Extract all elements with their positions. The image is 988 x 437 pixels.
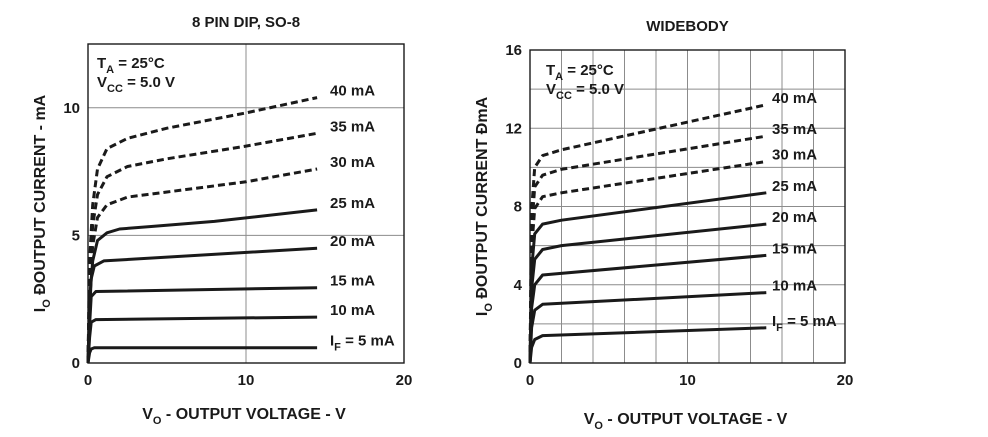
series-label: IF = 5 mA xyxy=(330,333,395,354)
y-tick-label: 12 xyxy=(505,120,522,137)
chart-8pin-dip-so8: 8 PIN DIP, SO-8 0 10 20 0 5 10 VO - OUTPUT VOLT… xyxy=(32,14,412,427)
series-line xyxy=(86,208,318,364)
x-tick-label: 10 xyxy=(238,372,255,389)
y-tick-label: 0 xyxy=(72,355,80,372)
plot-frame xyxy=(529,49,846,364)
y-tick-label: 8 xyxy=(514,199,522,216)
series-label: 35 mA xyxy=(772,121,817,138)
series-label: 30 mA xyxy=(772,147,817,164)
series-line xyxy=(86,346,318,364)
condition-label: TA = 25°C xyxy=(97,55,165,76)
x-axis-label: VO - OUTPUT VOLTAGE - V xyxy=(142,406,346,427)
chart-title: WIDEBODY xyxy=(646,18,729,35)
series-label: 30 mA xyxy=(330,154,375,171)
x-tick-label: 0 xyxy=(526,372,534,389)
condition-label: VCC = 5.0 V xyxy=(546,81,624,102)
series-line xyxy=(86,286,318,364)
x-tick-label: 20 xyxy=(837,372,854,389)
series-label: 40 mA xyxy=(330,83,375,100)
y-tick-label: 10 xyxy=(63,100,80,117)
y-axis-label: IO ĐOUTPUT CURRENT ĐmA xyxy=(474,96,495,316)
series-line xyxy=(86,315,318,364)
series-label: 10 mA xyxy=(330,302,375,319)
series-label: 40 mA xyxy=(772,90,817,107)
series-line xyxy=(86,246,318,364)
series-line xyxy=(86,167,318,364)
plot-frame xyxy=(87,43,405,364)
series-line xyxy=(528,191,767,364)
series-label: 35 mA xyxy=(330,118,375,135)
y-tick-label: 0 xyxy=(514,355,522,372)
condition-label: TA = 25°C xyxy=(546,62,614,83)
series-label: 25 mA xyxy=(330,195,375,212)
y-axis-label: IO ĐOUTPUT CURRENT - mA xyxy=(32,94,53,312)
series-line xyxy=(86,96,318,364)
condition-label: VCC = 5.0 V xyxy=(97,74,175,95)
series-label: 25 mA xyxy=(772,178,817,195)
series-label: IF = 5 mA xyxy=(772,313,837,334)
x-tick-label: 20 xyxy=(396,372,413,389)
chart-widebody: WIDEBODY 0 10 20 0 4 8 12 16 VO - OUTPUT VOLTAGE … xyxy=(474,18,853,432)
x-axis-label: VO - OUTPUT VOLTAGE - V xyxy=(584,411,788,432)
y-tick-label: 5 xyxy=(72,227,80,244)
series-line xyxy=(86,131,318,364)
series-label: 20 mA xyxy=(772,209,817,226)
series-line xyxy=(528,253,767,364)
series-label: 15 mA xyxy=(330,273,375,290)
series-label: 20 mA xyxy=(330,233,375,250)
series-line xyxy=(528,326,767,364)
series-label: 10 mA xyxy=(772,278,817,295)
x-tick-label: 10 xyxy=(679,372,696,389)
series-line xyxy=(528,103,767,364)
series-label: 15 mA xyxy=(772,240,817,257)
y-tick-label: 16 xyxy=(505,42,522,59)
chart-title: 8 PIN DIP, SO-8 xyxy=(192,14,300,31)
y-tick-label: 4 xyxy=(514,277,523,294)
x-tick-label: 0 xyxy=(84,372,92,389)
